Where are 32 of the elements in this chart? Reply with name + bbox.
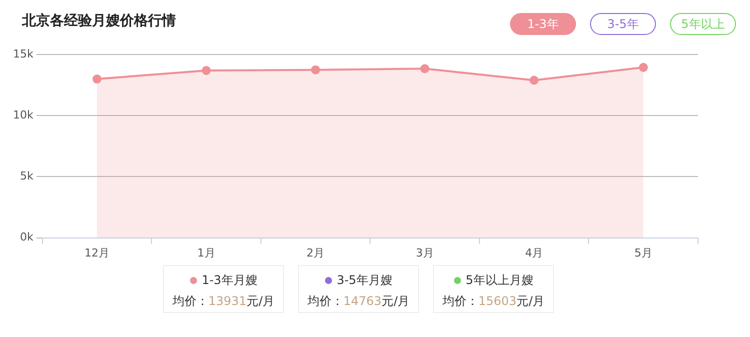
y-tick-label: 10k bbox=[12, 108, 34, 122]
x-tick-label: 1月 bbox=[197, 246, 216, 260]
x-tick-label: 3月 bbox=[416, 246, 434, 260]
point bbox=[92, 74, 102, 84]
text: 3-5年 bbox=[590, 13, 656, 35]
y-tick-label: 5k bbox=[20, 170, 34, 183]
chart-title: 北京各经验月嫂价格行情 bbox=[22, 12, 176, 30]
x-tick-label: 4月 bbox=[525, 246, 544, 260]
text: 元/月 bbox=[246, 294, 275, 308]
point bbox=[420, 64, 430, 74]
x-tick-label: 12月 bbox=[84, 246, 110, 260]
legend-label: 1-3年月嫂 bbox=[200, 272, 258, 289]
y-tick-label: 15k bbox=[12, 47, 34, 60]
text: 均价： bbox=[442, 294, 478, 308]
text: 元/月 bbox=[516, 294, 545, 308]
text: 均价： bbox=[172, 294, 208, 308]
x-tick-label: 2月 bbox=[306, 246, 325, 260]
point bbox=[530, 76, 539, 85]
text: 15603 bbox=[478, 294, 517, 308]
point bbox=[311, 65, 320, 74]
text: 元/月 bbox=[382, 294, 410, 308]
legend-label: 3-5年月嫂 bbox=[336, 272, 394, 289]
legend-label: 5年以上月嫂 bbox=[464, 272, 534, 289]
text: 5年以上 bbox=[670, 13, 736, 35]
text: 均价： bbox=[307, 294, 344, 308]
point bbox=[202, 66, 211, 75]
point bbox=[638, 62, 648, 72]
text: 13931 bbox=[208, 294, 247, 308]
text: 1-3年 bbox=[510, 13, 576, 35]
x-tick-label: 5月 bbox=[634, 246, 652, 260]
y-tick-label: 0k bbox=[20, 230, 34, 244]
text: 14763 bbox=[343, 294, 382, 308]
